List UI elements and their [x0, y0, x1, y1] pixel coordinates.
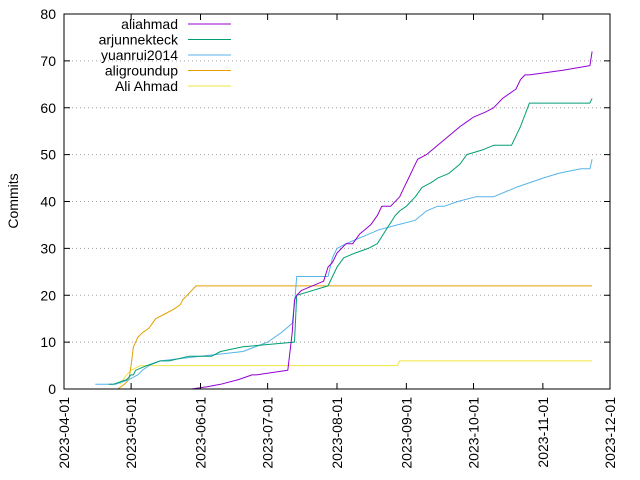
y-tick-label: 70: [40, 53, 56, 69]
series-line-yuanrui2014: [95, 159, 593, 385]
gridlines: [64, 60, 610, 343]
y-axis-ticks: 0 10 20 30 40 50 60 70 80: [40, 6, 610, 397]
legend: aliahmadarjunnekteckyuanrui2014aliground…: [99, 16, 231, 94]
x-tick-label: 2023-11-01: [535, 397, 551, 468]
legend-label: yuanrui2014: [101, 47, 178, 63]
y-tick-label: 60: [40, 100, 56, 116]
x-tick-label: 2023-07-01: [260, 397, 276, 469]
x-tick-label: 2023-05-01: [123, 397, 139, 469]
series-line-aliahmad: [191, 51, 593, 390]
legend-label: aliahmad: [121, 16, 178, 32]
series-line-aligroundup: [117, 285, 593, 390]
series-line-arjunnekteck: [108, 98, 593, 385]
y-tick-label: 10: [40, 334, 56, 350]
legend-label: arjunnekteck: [99, 32, 179, 48]
y-tick-label: 30: [40, 240, 56, 256]
legend-label: Ali Ahmad: [115, 78, 178, 94]
x-tick-label: 2023-12-01: [602, 397, 618, 469]
y-tick-label: 0: [48, 381, 56, 397]
series-line-ali-ahmad: [119, 360, 593, 385]
y-tick-label: 40: [40, 194, 56, 210]
legend-label: aligroundup: [105, 63, 178, 79]
y-axis-title: Commits: [5, 173, 21, 228]
y-tick-label: 50: [40, 147, 56, 163]
x-tick-label: 2023-09-01: [398, 397, 414, 469]
y-tick-label: 20: [40, 287, 56, 303]
x-tick-label: 2023-08-01: [329, 397, 345, 469]
x-tick-label: 2023-10-01: [466, 397, 482, 469]
x-tick-label: 2023-04-01: [56, 397, 72, 469]
series-lines: [95, 51, 593, 390]
y-tick-label: 80: [40, 6, 56, 22]
x-axis-ticks: 2023-04-01 2023-05-01 2023-06-01 2023-07-01…: [56, 14, 618, 469]
x-tick-label: 2023-06-01: [193, 397, 209, 469]
